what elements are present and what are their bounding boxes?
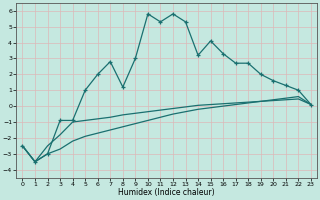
X-axis label: Humidex (Indice chaleur): Humidex (Indice chaleur): [118, 188, 215, 197]
